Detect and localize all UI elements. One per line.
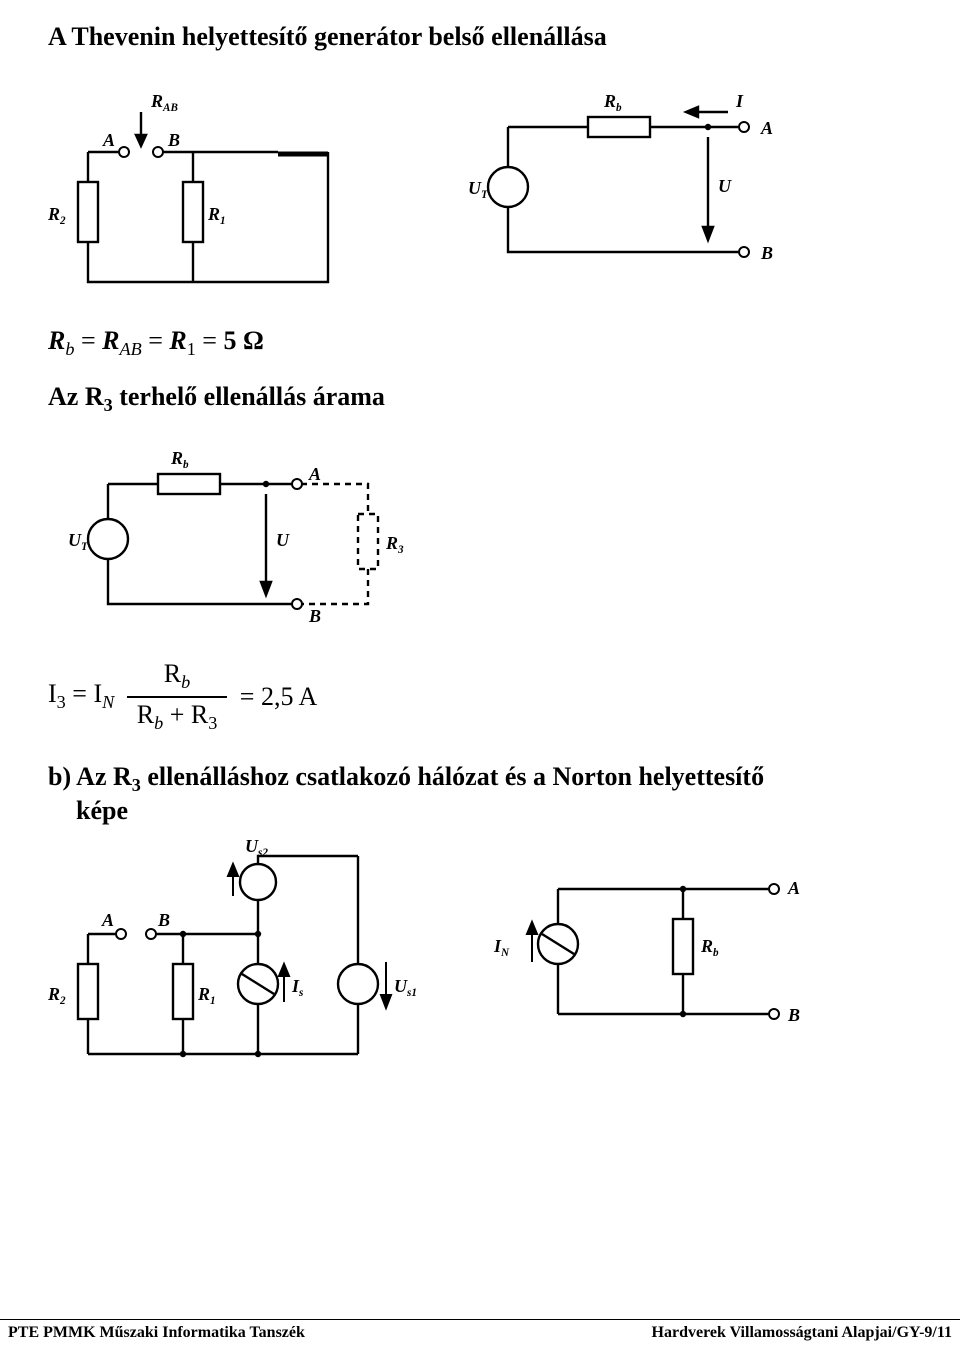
svg-text:UT: UT [68,530,89,553]
svg-text:R3: R3 [385,533,404,556]
svg-text:B: B [157,910,170,930]
svg-text:A: A [101,910,114,930]
svg-text:UT: UT [468,178,489,201]
section-load-current: Az R3 terhelő ellenállás árama [48,382,912,416]
svg-text:U: U [718,176,732,196]
svg-text:IN: IN [493,936,510,959]
svg-text:U: U [276,530,290,550]
svg-text:B: B [760,243,773,263]
svg-text:Us1: Us1 [394,976,417,999]
svg-text:I: I [735,91,744,111]
svg-text:R1: R1 [197,984,216,1007]
svg-text:A: A [102,130,115,150]
svg-text:Rb: Rb [700,936,719,959]
svg-text:B: B [308,606,321,626]
equation-i3: I3 = IN Rb Rb + R3 = 2,5 A [48,659,912,733]
equation-rb: Rb = RAB = R1 = 5 Ω [48,326,912,360]
figure-thevenin-loaded: Rb A B UT U R3 [68,434,438,634]
svg-text:B: B [787,1005,800,1025]
svg-text:RAB: RAB [150,91,178,114]
svg-text:A: A [308,464,321,484]
svg-text:Rb: Rb [603,91,622,114]
figure-row-3: Us2 A B R2 R1 Is Us1 [48,844,912,1084]
figure-rab: RAB A B R2 R1 [48,72,358,302]
svg-text:A: A [760,118,773,138]
figure-norton-equivalent: IN Rb A B [488,844,828,1054]
svg-text:Is: Is [291,976,303,999]
page-title: A Thevenin helyettesítő generátor belső … [48,22,912,52]
svg-text:R2: R2 [47,984,66,1007]
svg-text:Us2: Us2 [245,836,268,859]
footer-right: Hardverek Villamosságtani Alapjai/GY-9/1… [652,1324,952,1358]
footer-left: PTE PMMK Műszaki Informatika Tanszék [8,1324,305,1358]
page-root: A Thevenin helyettesítő generátor belső … [0,0,960,1368]
page-footer: PTE PMMK Műszaki Informatika Tanszék Har… [0,1319,960,1358]
section-norton-line2: képe [76,796,912,826]
figure-row-2: Rb A B UT U R3 [68,434,912,639]
section-norton: b) Az R3 ellenálláshoz csatlakozó hálóza… [48,762,912,796]
svg-text:A: A [787,878,800,898]
figure-thevenin-port: Rb I A B UT U [468,72,828,282]
figure-original-network: Us2 A B R2 R1 Is Us1 [48,844,408,1084]
figure-row-1: RAB A B R2 R1 [48,72,912,302]
svg-text:R2: R2 [47,204,66,227]
svg-text:R1: R1 [207,204,226,227]
svg-text:B: B [167,130,180,150]
svg-text:Rb: Rb [170,448,189,471]
